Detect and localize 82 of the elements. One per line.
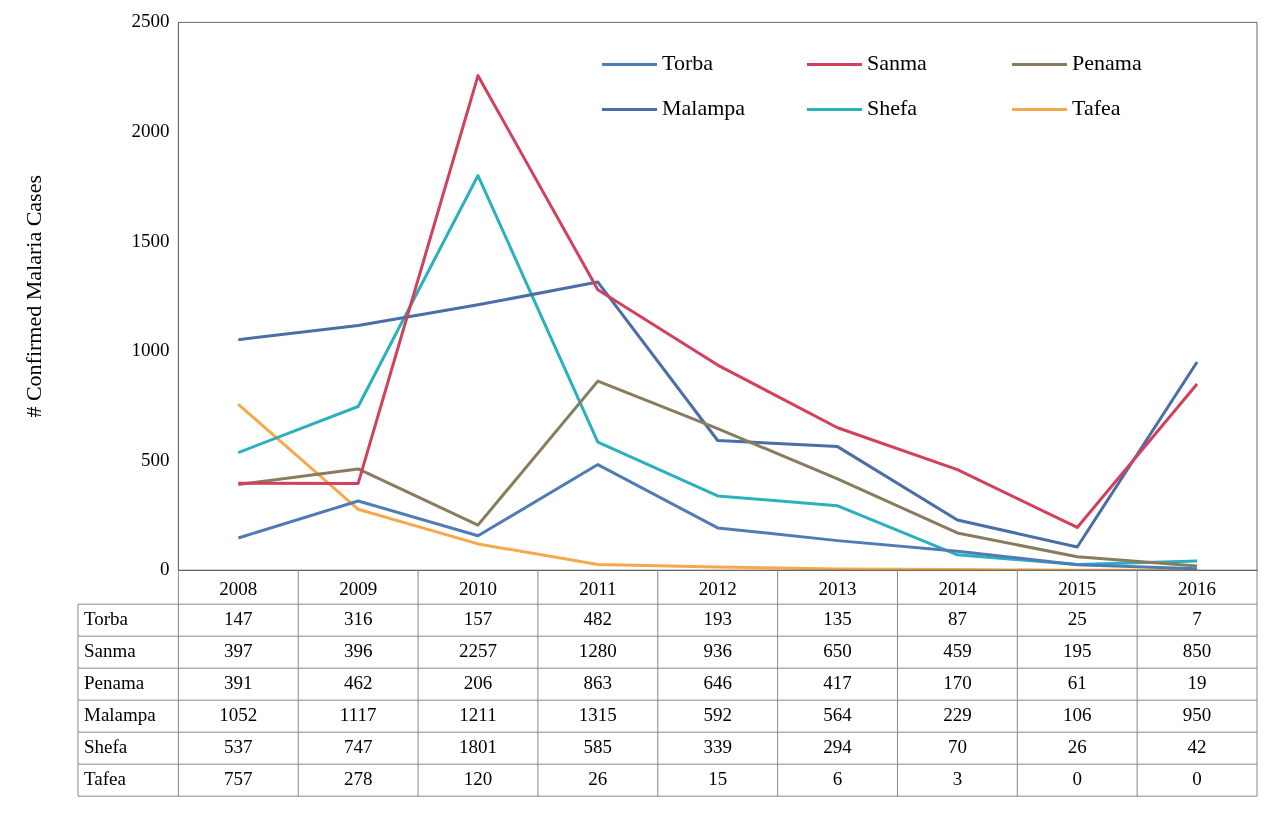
data-label: 459 — [943, 640, 972, 662]
data-label: 26 — [1067, 736, 1087, 758]
text: Sanma — [84, 640, 136, 662]
data-label: 278 — [343, 768, 373, 790]
text: Tafea — [84, 768, 126, 790]
data-label: 863 — [583, 672, 613, 694]
data-label: 936 — [703, 640, 732, 662]
data-label: 339 — [703, 736, 732, 758]
data-label: 391 — [224, 672, 253, 694]
y-tick-label: 1500 — [131, 229, 170, 251]
text: Penama — [84, 672, 145, 694]
data-label: 3 — [952, 768, 963, 790]
text: Torba — [84, 608, 129, 630]
data-label: 42 — [1187, 736, 1207, 758]
x-tick-label: 2015 — [1058, 577, 1097, 599]
y-tick-label: 500 — [140, 448, 170, 470]
data-label: 564 — [823, 704, 853, 726]
data-label: 26 — [588, 768, 608, 790]
legend-label: Tafea — [1072, 95, 1121, 121]
data-label: 950 — [1182, 704, 1212, 726]
data-label: 397 — [224, 640, 253, 662]
data-label: 462 — [343, 672, 373, 694]
y-tick-label: 0 — [159, 558, 170, 580]
legend-label: Torba — [662, 50, 714, 76]
legend-label: Malampa — [662, 95, 746, 121]
data-label: 195 — [1062, 640, 1092, 662]
legend-label: Shefa — [867, 95, 918, 121]
data-label: 206 — [463, 672, 493, 694]
data-label: 61 — [1067, 672, 1087, 694]
x-tick-label: 2014 — [938, 577, 977, 599]
x-tick-label: 2013 — [818, 577, 857, 599]
x-tick-label: 2010 — [459, 577, 498, 599]
y-tick-label: 2000 — [131, 119, 170, 141]
x-tick-label: 2008 — [219, 577, 258, 599]
data-label: 229 — [943, 704, 972, 726]
data-label: 193 — [703, 608, 732, 630]
data-label: 537 — [224, 736, 253, 758]
y-tick-label: 1000 — [131, 339, 170, 361]
data-label: 585 — [583, 736, 613, 758]
data-label: 482 — [583, 608, 613, 630]
data-label: 316 — [343, 608, 373, 630]
data-label: 19 — [1187, 672, 1207, 694]
data-label: 1801 — [459, 736, 498, 758]
x-tick-label: 2009 — [339, 577, 378, 599]
y-axis-title: # Confirmed Malaria Cases — [20, 175, 46, 418]
data-label: 70 — [947, 736, 967, 758]
data-label: 120 — [463, 768, 493, 790]
x-tick-label: 2016 — [1178, 577, 1217, 599]
data-label: 757 — [224, 768, 253, 790]
data-label: 135 — [823, 608, 852, 630]
data-label: 147 — [224, 608, 253, 630]
data-label: 157 — [463, 608, 493, 630]
text: Shefa — [84, 736, 128, 758]
data-label: 87 — [947, 608, 967, 630]
data-label: 650 — [823, 640, 852, 662]
data-label: 592 — [703, 704, 732, 726]
data-label: 396 — [343, 640, 373, 662]
data-label: 1211 — [459, 704, 497, 726]
data-label: 6 — [832, 768, 843, 790]
data-label: 294 — [823, 736, 853, 758]
y-tick-label: 2500 — [131, 10, 170, 32]
data-label: 417 — [823, 672, 852, 694]
data-label: 2257 — [459, 640, 498, 662]
data-label: 15 — [708, 768, 728, 790]
data-label: 646 — [703, 672, 732, 694]
data-label: 0 — [1072, 768, 1082, 790]
data-label: 170 — [943, 672, 972, 694]
data-label: 1315 — [578, 704, 617, 726]
data-label: 1280 — [578, 640, 617, 662]
legend-label: Sanma — [867, 50, 928, 76]
data-label: 7 — [1192, 608, 1202, 630]
data-label: 1052 — [219, 704, 258, 726]
data-label: 1117 — [339, 704, 377, 726]
data-label: 106 — [1062, 704, 1092, 726]
data-label: 747 — [343, 736, 373, 758]
x-tick-label: 2012 — [698, 577, 737, 599]
data-label: 0 — [1192, 768, 1202, 790]
data-label: 850 — [1182, 640, 1212, 662]
legend-label: Penama — [1072, 50, 1142, 76]
text: Malampa — [84, 704, 156, 726]
x-tick-label: 2011 — [579, 577, 617, 599]
data-label: 25 — [1067, 608, 1087, 630]
